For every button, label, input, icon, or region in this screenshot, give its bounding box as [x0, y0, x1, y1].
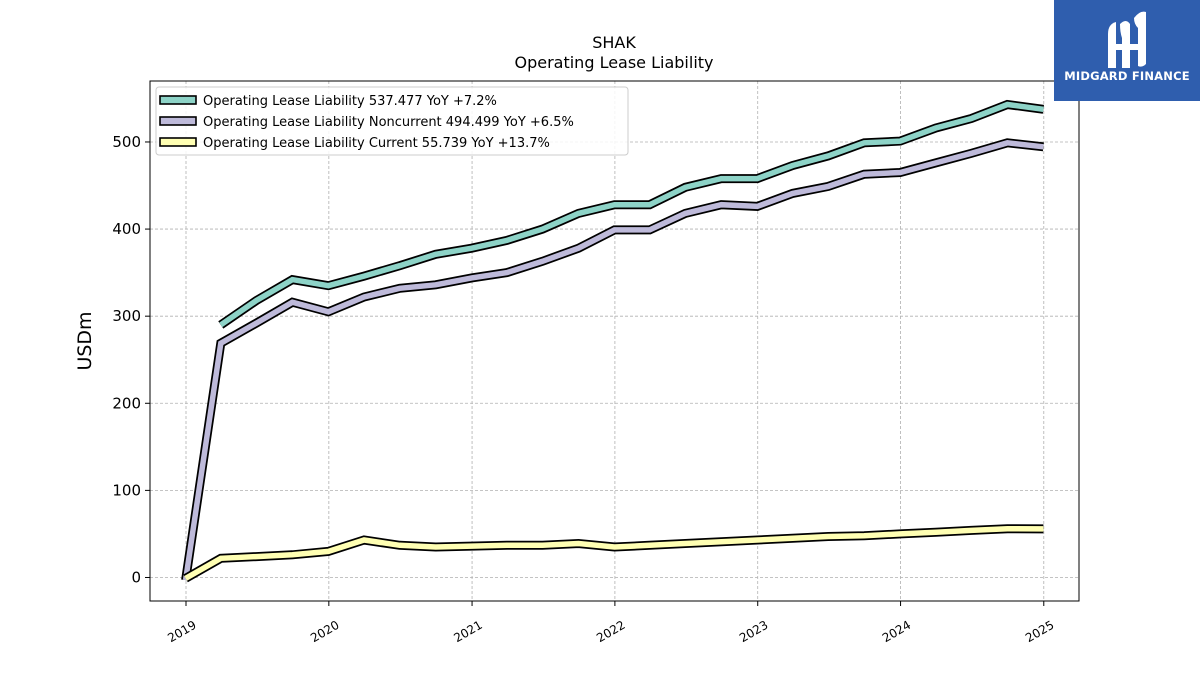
- x-tick-label: 2022: [594, 618, 627, 645]
- legend-swatch: [159, 95, 197, 105]
- legend-frame: [155, 86, 629, 156]
- legend-label: Operating Lease Liability 537.477 YoY +7…: [203, 94, 497, 109]
- series-line-2: [181, 138, 1044, 581]
- legend-swatch: [159, 137, 197, 147]
- brand-name: MIDGARD FINANCE: [1064, 69, 1190, 83]
- x-tick-label: 2024: [880, 618, 913, 645]
- legend-label: Operating Lease Liability Noncurrent 494…: [203, 115, 574, 130]
- chart-subtitle: Operating Lease Liability: [514, 53, 713, 72]
- legend: Operating Lease Liability 537.477 YoY +7…: [155, 86, 629, 156]
- series-line-3: [183, 524, 1044, 583]
- series-line-1: [218, 99, 1044, 329]
- y-tick-label: 200: [112, 394, 141, 412]
- grid-lines: [150, 81, 1079, 601]
- x-tick-label: 2019: [165, 618, 198, 645]
- x-tick-label: 2025: [1023, 618, 1056, 645]
- y-tick-label: 100: [112, 481, 141, 499]
- legend-label: Operating Lease Liability Current 55.739…: [203, 136, 550, 151]
- logo-mark-icon: [1108, 11, 1146, 68]
- y-tick-label: 0: [131, 568, 141, 586]
- chart-title: SHAK: [592, 33, 636, 52]
- y-tick-label: 300: [112, 307, 141, 325]
- series-lines: [181, 99, 1044, 583]
- y-axis-label: USDm: [74, 311, 96, 370]
- x-tick-label: 2021: [451, 618, 484, 645]
- x-tick-label: 2020: [308, 618, 341, 645]
- x-tick-label: 2023: [737, 618, 770, 645]
- y-tick-label: 500: [112, 133, 141, 151]
- brand-logo: MIDGARD FINANCE: [1054, 0, 1200, 101]
- series-stroke: [182, 140, 1044, 581]
- legend-swatch: [159, 116, 197, 126]
- series-stroke: [184, 525, 1044, 581]
- series-stroke: [219, 101, 1044, 328]
- y-tick-label: 400: [112, 220, 141, 238]
